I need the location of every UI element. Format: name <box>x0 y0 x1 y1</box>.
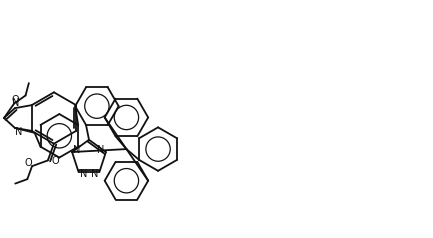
Text: N: N <box>80 169 87 179</box>
Text: N: N <box>97 145 105 155</box>
Text: N: N <box>15 127 23 137</box>
Text: N: N <box>12 98 19 108</box>
Text: N: N <box>91 169 98 179</box>
Text: O: O <box>11 95 19 105</box>
Text: O: O <box>24 158 32 168</box>
Text: N: N <box>73 145 81 155</box>
Text: O: O <box>52 156 60 166</box>
